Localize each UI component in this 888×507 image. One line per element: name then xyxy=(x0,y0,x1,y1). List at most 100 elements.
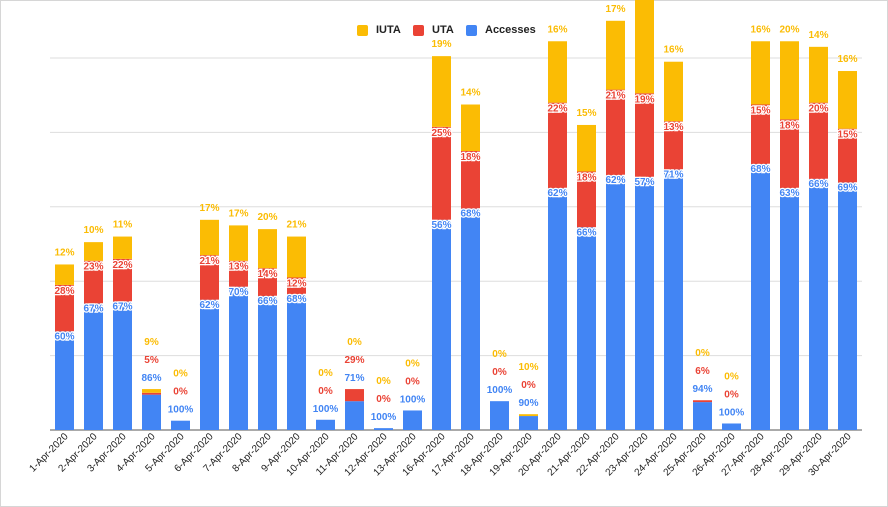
data-label-iuta: 0% xyxy=(492,349,507,360)
bar-accesses-15 xyxy=(461,208,480,430)
data-label-accesses: 56% xyxy=(431,220,451,231)
data-label-accesses: 100% xyxy=(168,405,194,416)
bar-accesses-18 xyxy=(548,188,567,430)
legend-label-iuta: IUTA xyxy=(376,24,401,36)
bar-iuta-19 xyxy=(577,124,596,172)
bar-iuta-17 xyxy=(519,414,538,417)
bar-uta-11 xyxy=(345,389,364,402)
bar-accesses-3 xyxy=(113,301,132,430)
data-label-iuta: 17% xyxy=(228,208,248,219)
bar-uta-23 xyxy=(693,400,712,403)
bar-uta-8 xyxy=(258,268,277,297)
bar-accesses-4 xyxy=(142,394,161,430)
bar-accesses-28 xyxy=(838,182,857,430)
data-label-accesses: 67% xyxy=(112,302,132,313)
bar-accesses-20 xyxy=(606,175,625,430)
data-label-accesses: 71% xyxy=(344,373,364,384)
legend-item-iuta[interactable]: IUTA xyxy=(357,22,401,38)
bar-iuta-8 xyxy=(258,229,277,269)
data-label-iuta: 16% xyxy=(837,54,857,65)
data-label-uta: 18% xyxy=(460,152,480,163)
bar-iuta-4 xyxy=(142,389,161,393)
data-label-accesses: 66% xyxy=(257,296,277,307)
data-label-uta: 18% xyxy=(779,120,799,131)
bar-accesses-21 xyxy=(635,177,654,430)
bar-accesses-14 xyxy=(432,219,451,430)
bar-accesses-22 xyxy=(664,169,683,430)
data-label-uta: 21% xyxy=(605,91,625,102)
data-label-uta: 0% xyxy=(173,387,188,398)
data-label-iuta: 0% xyxy=(318,368,333,379)
data-label-uta: 13% xyxy=(228,262,248,273)
bar-accesses-10 xyxy=(316,419,335,430)
bar-iuta-3 xyxy=(113,236,132,259)
bar-uta-3 xyxy=(113,258,132,302)
data-label-uta: 0% xyxy=(492,367,507,378)
data-label-iuta: 12% xyxy=(54,247,74,258)
bar-accesses-24 xyxy=(722,423,741,430)
data-label-uta: 19% xyxy=(634,94,654,105)
data-label-uta: 0% xyxy=(318,386,333,397)
bar-uta-15 xyxy=(461,151,480,209)
bar-uta-22 xyxy=(664,121,683,170)
bar-iuta-25 xyxy=(751,41,770,105)
data-label-uta: 0% xyxy=(405,376,420,387)
data-label-accesses: 100% xyxy=(371,412,397,423)
bar-uta-4 xyxy=(142,392,161,395)
bar-iuta-18 xyxy=(548,41,567,103)
data-label-uta: 15% xyxy=(837,130,857,141)
data-label-accesses: 63% xyxy=(779,188,799,199)
data-label-iuta: 0% xyxy=(724,371,739,382)
data-label-uta: 25% xyxy=(431,128,451,139)
legend-item-accesses[interactable]: Accesses xyxy=(466,22,536,38)
data-label-accesses: 66% xyxy=(808,179,828,190)
data-label-accesses: 94% xyxy=(692,384,712,395)
legend-item-uta[interactable]: UTA xyxy=(413,22,454,38)
bar-accesses-5 xyxy=(171,420,190,430)
data-label-accesses: 100% xyxy=(487,385,513,396)
data-label-accesses: 68% xyxy=(750,164,770,175)
bar-accesses-2 xyxy=(84,303,103,430)
bar-uta-18 xyxy=(548,102,567,189)
bar-uta-27 xyxy=(809,102,828,179)
bar-iuta-6 xyxy=(200,219,219,256)
data-label-iuta: 16% xyxy=(750,24,770,35)
bar-accesses-17 xyxy=(519,416,538,430)
bar-accesses-26 xyxy=(780,188,799,430)
legend-label-accesses: Accesses xyxy=(485,24,536,36)
bar-uta-20 xyxy=(606,89,625,176)
data-label-iuta: 9% xyxy=(144,337,159,348)
legend-swatch-accesses xyxy=(466,24,477,36)
bar-uta-26 xyxy=(780,119,799,189)
data-label-accesses: 62% xyxy=(605,175,625,186)
data-label-iuta: 10% xyxy=(83,225,103,236)
legend-label-uta: UTA xyxy=(432,24,454,36)
bar-iuta-2 xyxy=(84,242,103,261)
data-label-iuta: 21% xyxy=(286,220,306,231)
data-label-uta: 18% xyxy=(576,172,596,183)
data-label-uta: 20% xyxy=(808,104,828,115)
data-label-iuta: 0% xyxy=(405,358,420,369)
data-label-iuta: 14% xyxy=(460,88,480,99)
data-label-iuta: 0% xyxy=(376,376,391,387)
data-label-uta: 0% xyxy=(376,394,391,405)
legend-swatch-uta xyxy=(413,24,424,36)
data-label-iuta: 10% xyxy=(518,362,538,373)
bar-iuta-9 xyxy=(287,236,306,278)
data-label-accesses: 68% xyxy=(460,209,480,220)
data-label-accesses: 70% xyxy=(228,287,248,298)
data-label-iuta: 19% xyxy=(431,39,451,50)
data-label-uta: 28% xyxy=(54,286,74,297)
bar-uta-6 xyxy=(200,255,219,300)
bar-uta-28 xyxy=(838,128,857,183)
data-label-iuta: 17% xyxy=(199,203,219,214)
data-label-iuta: 15% xyxy=(576,108,596,119)
bar-accesses-8 xyxy=(258,296,277,430)
data-label-iuta: 0% xyxy=(695,348,710,359)
legend: IUTA UTA Accesses xyxy=(0,22,888,38)
bar-iuta-22 xyxy=(664,61,683,122)
data-label-uta: 12% xyxy=(286,278,306,289)
data-label-accesses: 69% xyxy=(837,183,857,194)
data-label-uta: 13% xyxy=(663,122,683,133)
bar-iuta-14 xyxy=(432,56,451,127)
